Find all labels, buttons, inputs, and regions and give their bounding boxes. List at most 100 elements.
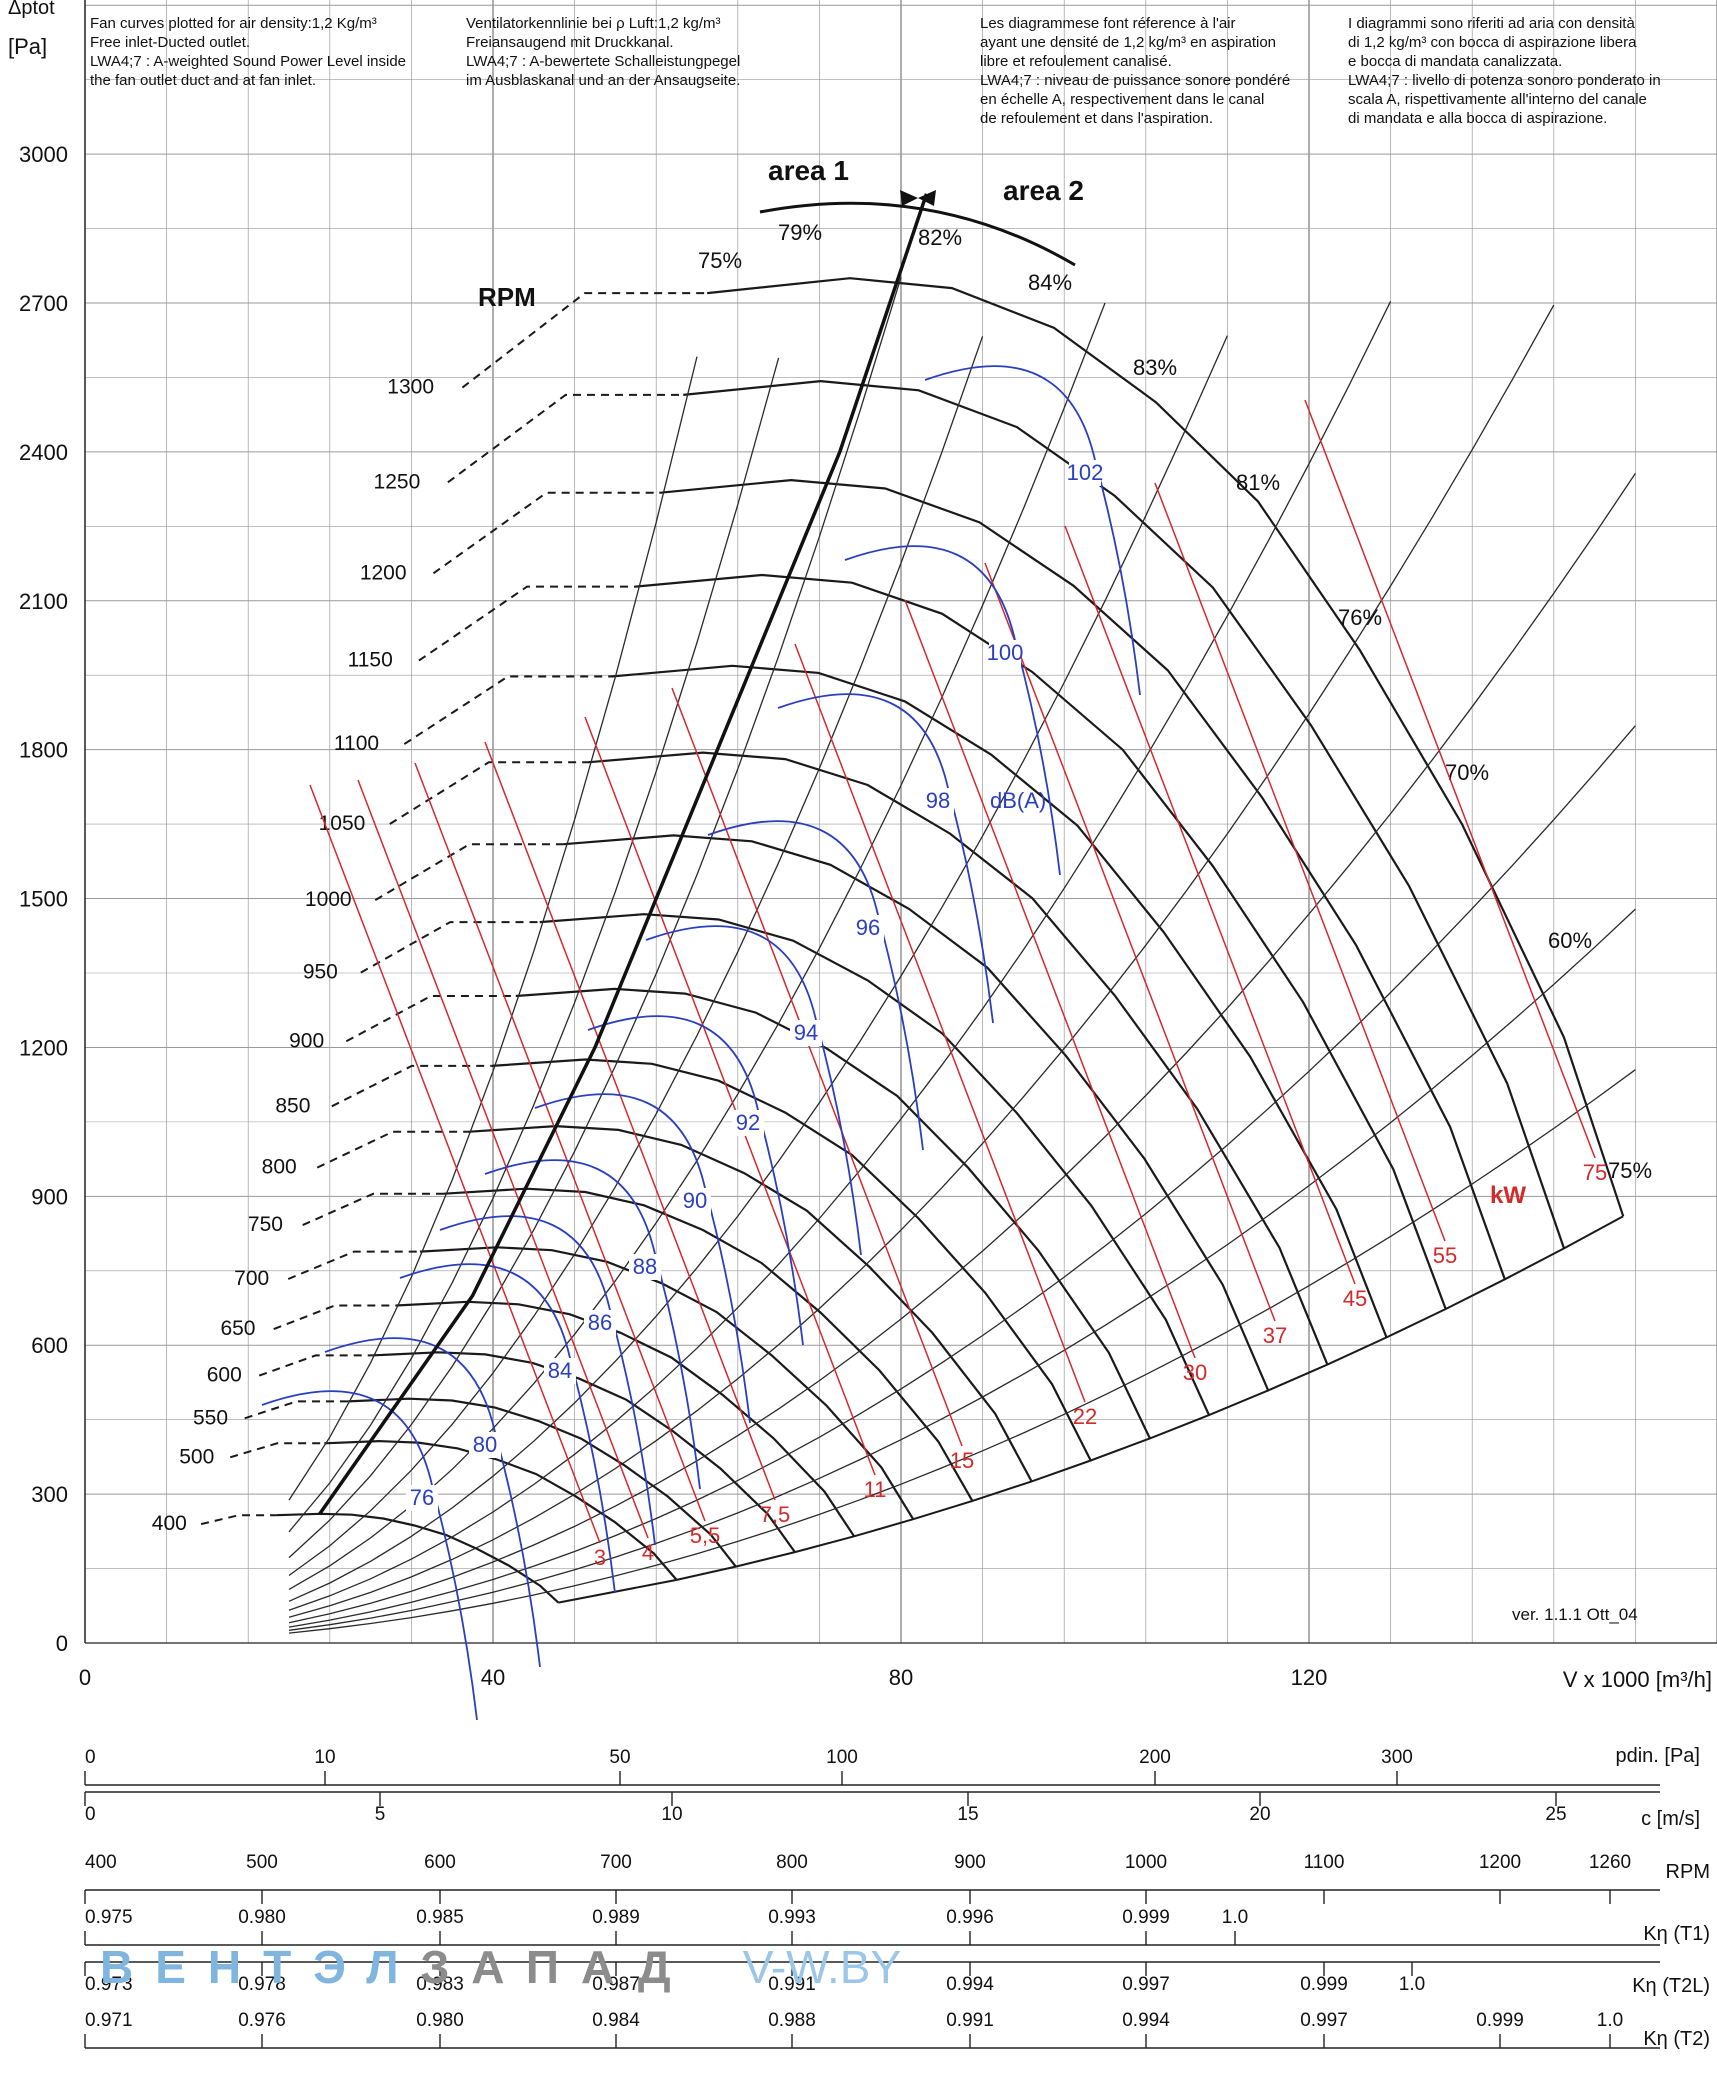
rpm-curve xyxy=(491,1058,1092,1461)
aux-scale-tick-label: 5 xyxy=(375,1804,386,1825)
aux-scale-tick-label: 1260 xyxy=(1589,1852,1631,1873)
aux-scale-tick-label: 0 xyxy=(85,1747,96,1768)
efficiency-ray xyxy=(288,304,1555,1618)
rpm-curve-dashed xyxy=(287,1250,420,1280)
aux-scale-tick-label: 1.0 xyxy=(1399,1974,1425,1995)
rpm-curve xyxy=(443,1187,974,1502)
aux-scale-tick-label: 900 xyxy=(954,1852,986,1873)
rpm-curve xyxy=(419,1246,915,1520)
aux-scale-tick-label: 0.991 xyxy=(768,1974,816,1995)
aux-scale-tick-label: 400 xyxy=(85,1852,117,1873)
max-flow-boundary xyxy=(558,1215,1624,1604)
rpm-curve-dashed xyxy=(331,1064,492,1108)
watermark-part2: ЗАПАД xyxy=(420,1941,693,1993)
aux-scale-tick-label: 1.0 xyxy=(1597,2010,1623,2031)
x-axis-label: V x 1000 [m³/h] xyxy=(1563,1667,1712,1692)
sound-curve xyxy=(707,820,924,1151)
rpm-curve-label: 1050 xyxy=(319,812,366,835)
rpm-curve-label: 500 xyxy=(179,1445,214,1468)
power-label: 45 xyxy=(1343,1286,1367,1311)
area2-label: area 2 xyxy=(1003,175,1084,206)
y-tick-label: 600 xyxy=(31,1333,68,1358)
aux-scale-tick-label: 0.985 xyxy=(416,1907,464,1928)
sound-label-bg xyxy=(629,1254,661,1280)
aux-scale-tick-label: 0 xyxy=(85,1804,96,1825)
rpm-curve-label: 550 xyxy=(193,1406,228,1429)
efficiency-ray xyxy=(288,301,1392,1611)
aux-scale-tick-label: 0.976 xyxy=(238,2010,286,2031)
rpm-curve-dashed xyxy=(229,1442,325,1459)
efficiency-ray xyxy=(288,357,780,1533)
rpm-curve xyxy=(611,664,1388,1338)
efficiency-rays xyxy=(288,277,1636,1634)
rpm-curve-label: 1100 xyxy=(334,732,379,755)
sound-curves: 76 80 84 86 88 90 92 94 96 98 100 102 xyxy=(261,365,1141,1721)
rpm-curve-label: 950 xyxy=(303,961,338,984)
aux-scale-tick-label: 0.994 xyxy=(946,1974,994,1995)
rpm-curve-dashed xyxy=(447,393,684,484)
rpm-curve-label: 850 xyxy=(275,1094,310,1117)
sound-label: 84 xyxy=(548,1358,572,1383)
sound-label-bg xyxy=(584,1310,616,1336)
power-label: 11 xyxy=(864,1477,887,1502)
y-axis-unit: [Pa] xyxy=(8,34,47,59)
rpm-curve-dashed xyxy=(360,921,540,974)
efficiency-ray xyxy=(288,335,1228,1602)
rpm-curve xyxy=(539,913,1211,1416)
power-line xyxy=(414,762,706,1522)
sound-curve xyxy=(844,545,1061,876)
rpm-curve-label: 1000 xyxy=(305,888,352,911)
aux-scale-tick-label: 0.975 xyxy=(85,1907,133,1928)
sound-label-bg xyxy=(790,1020,822,1046)
power-label: 3 xyxy=(594,1545,606,1570)
rpm-curve xyxy=(563,834,1270,1391)
aux-scale-tick-label: 0.987 xyxy=(592,1974,640,1995)
rpm-curve-dashed xyxy=(244,1400,349,1420)
aux-scale-tick-label: 0.988 xyxy=(768,2010,816,2031)
aux-scale-tick-label: 0.999 xyxy=(1476,2010,1524,2031)
rpm-curve-label: 1300 xyxy=(387,376,434,399)
power-label: 55 xyxy=(1433,1243,1457,1268)
rpm-curve-label: 900 xyxy=(289,1029,324,1052)
rpm-curve-label: 750 xyxy=(248,1213,283,1236)
aux-scale-tick-label: 600 xyxy=(424,1852,456,1873)
sound-curve xyxy=(399,1263,616,1594)
aux-scale-k_t2l: 0.973 0.978 0.983 0.987 0.991 0.994 0.997 0.999… xyxy=(84,1961,1710,1997)
rpm-title: RPM xyxy=(478,282,536,312)
power-line xyxy=(794,643,1086,1403)
y-tick-label: 0 xyxy=(56,1631,68,1656)
aux-scale-tick-label: 0.983 xyxy=(416,1974,464,1995)
x-tick-label: 40 xyxy=(481,1665,505,1690)
sound-label: 98 xyxy=(926,788,950,813)
aux-scale-label: pdin. [Pa] xyxy=(1615,1745,1700,1767)
y-tick-label: 1800 xyxy=(19,738,68,763)
note-italian: I diagrammi sono riferiti ad aria con de… xyxy=(1348,15,1661,127)
aux-scale-tick-label: 0.991 xyxy=(946,2010,994,2031)
aux-scale-tick-label: 10 xyxy=(314,1747,335,1768)
sound-label: 102 xyxy=(1067,460,1104,485)
sound-label-bg xyxy=(732,1110,764,1136)
y-tick-label: 1500 xyxy=(19,887,68,912)
watermark-part1: ВЕНТЭЛ xyxy=(100,1941,421,1993)
power-label: 22 xyxy=(1073,1404,1097,1429)
rpm-curve xyxy=(396,1300,856,1537)
aux-scale-tick-label: 0.996 xyxy=(946,1907,994,1928)
aux-scale-tick-label: 300 xyxy=(1381,1747,1413,1768)
efficiency-label: 76% xyxy=(1338,605,1382,630)
power-line xyxy=(357,779,649,1539)
efficiency-label: 60% xyxy=(1548,928,1592,953)
sound-label-bg xyxy=(922,788,954,814)
aux-scale-tick-label: 0.999 xyxy=(1300,1974,1348,1995)
rpm-curve-dashed xyxy=(403,675,612,745)
efficiency-label: 70% xyxy=(1445,760,1489,785)
power-label: 30 xyxy=(1183,1360,1207,1385)
y-tick-label: 2100 xyxy=(19,589,68,614)
y-axis-label: Δptot xyxy=(8,0,55,19)
power-label: 4 xyxy=(642,1540,654,1565)
efficiency-ray xyxy=(288,1069,1636,1634)
note-german: Ventilatorkennlinie bei ρ Luft:1,2 kg/m³… xyxy=(466,15,741,89)
rpm-curve-dashed xyxy=(418,585,636,662)
sound-label: 80 xyxy=(473,1432,497,1457)
aux-scale-tick-label: 0.973 xyxy=(85,1974,133,1995)
